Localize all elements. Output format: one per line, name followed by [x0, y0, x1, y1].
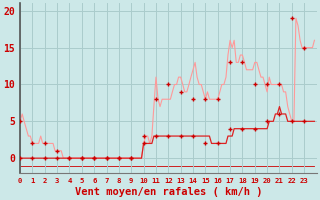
X-axis label: Vent moyen/en rafales ( km/h ): Vent moyen/en rafales ( km/h )	[75, 187, 262, 197]
